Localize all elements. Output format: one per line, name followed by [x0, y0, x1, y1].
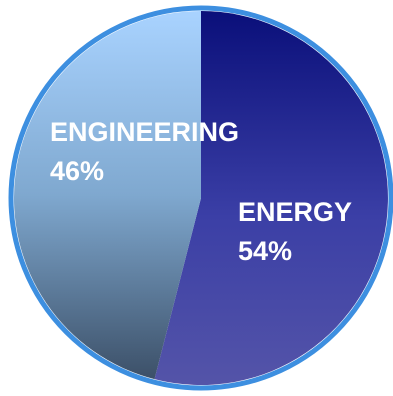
- pie-slice-energy: [154, 11, 388, 386]
- slice-label-engineering-name: ENGINEERING: [50, 117, 239, 147]
- slice-label-energy-name: ENERGY: [238, 197, 352, 227]
- slice-label-engineering-value: 46%: [50, 156, 104, 186]
- pie-slice-engineering: [13, 10, 201, 380]
- slice-label-energy-value: 54%: [238, 236, 292, 266]
- pie-outer-ring: [8, 5, 393, 391]
